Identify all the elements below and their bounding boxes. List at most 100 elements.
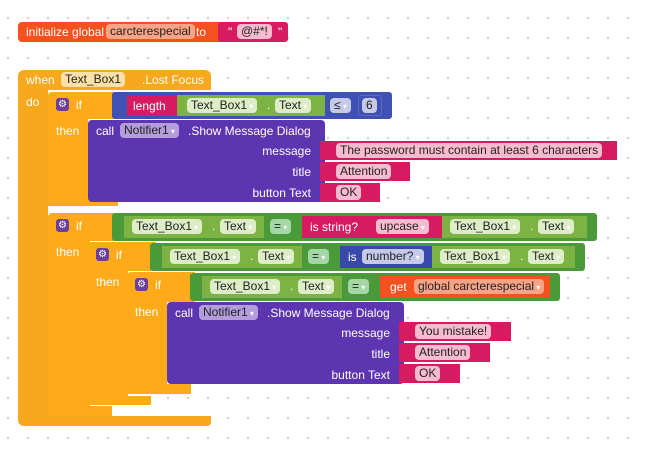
- event-do-bar: do: [18, 90, 48, 425]
- if-3-bottom: [88, 396, 151, 405]
- global-name-field[interactable]: carcterespecial: [106, 24, 195, 39]
- number-type-dropdown[interactable]: number?: [362, 249, 424, 264]
- method-label: .Show Message Dialog: [267, 306, 390, 320]
- call-label: call: [175, 306, 194, 320]
- then-label: then: [56, 245, 80, 259]
- event-block-lost-focus[interactable]: when Text_Box1 .Lost Focus: [18, 70, 211, 90]
- gear-icon[interactable]: ⚙: [96, 248, 109, 261]
- get-variable-block[interactable]: get global carcterespecial: [380, 276, 550, 298]
- button-text-label: button Text: [252, 186, 312, 200]
- equals-block-2[interactable]: Text_Box1 . Text = is string? upcase Tex…: [112, 213, 597, 241]
- title-label: title: [371, 347, 390, 361]
- component-getter[interactable]: Text_Box1 . Text: [202, 276, 342, 298]
- component-dropdown[interactable]: Text_Box1: [61, 72, 126, 87]
- message-value[interactable]: You mistake!: [415, 324, 492, 339]
- component-getter[interactable]: Text_Box1 . Text: [432, 246, 575, 268]
- property-dropdown[interactable]: Text: [528, 249, 565, 264]
- component-getter[interactable]: Text_Box1 . Text: [162, 246, 302, 268]
- if-block-1[interactable]: ⚙ if: [48, 92, 116, 119]
- dot: .: [212, 219, 216, 233]
- title-text-block[interactable]: Attention: [399, 343, 490, 362]
- length-block[interactable]: length Text_Box1 . Text: [127, 95, 325, 116]
- dot: .: [530, 219, 534, 233]
- property-dropdown[interactable]: Text: [538, 219, 575, 234]
- number-block[interactable]: 6: [358, 95, 382, 116]
- is-string-label: is string?: [310, 220, 359, 234]
- if-label: if: [116, 248, 122, 262]
- gear-icon[interactable]: ⚙: [135, 278, 148, 291]
- message-value[interactable]: The password must contain at least 6 cha…: [336, 143, 603, 158]
- operator-dropdown[interactable]: =: [308, 249, 330, 264]
- operator-dropdown[interactable]: ≤: [330, 98, 351, 113]
- component-dropdown[interactable]: Text_Box1: [187, 98, 258, 113]
- number-value[interactable]: 6: [362, 98, 377, 113]
- then-label: then: [56, 124, 80, 138]
- notifier-dropdown[interactable]: Notifier1: [199, 305, 258, 320]
- if-label: if: [155, 278, 161, 292]
- title-value[interactable]: Attention: [415, 345, 471, 360]
- when-label: when: [26, 73, 55, 87]
- property-dropdown[interactable]: Text: [258, 249, 295, 264]
- method-label: .Show Message Dialog: [188, 124, 311, 138]
- operator-dropdown[interactable]: =: [270, 219, 292, 234]
- component-getter[interactable]: Text_Box1 . Text: [124, 216, 264, 238]
- is-number-block[interactable]: is number? Text_Box1 . Text: [340, 246, 575, 268]
- quote: ": [278, 25, 283, 39]
- button-value[interactable]: OK: [336, 185, 362, 200]
- if-block-3[interactable]: ⚙ if: [88, 242, 156, 271]
- message-text-block[interactable]: You mistake!: [399, 322, 511, 341]
- component-dropdown[interactable]: Text_Box1: [440, 249, 511, 264]
- initialize-global-block[interactable]: initialize global carcterespecial to: [18, 22, 223, 42]
- component-dropdown[interactable]: Text_Box1: [132, 219, 203, 234]
- operator-dropdown[interactable]: =: [348, 279, 370, 294]
- button-text-block[interactable]: OK: [320, 183, 380, 202]
- gear-icon[interactable]: ⚙: [56, 219, 69, 232]
- button-text-label: button Text: [331, 368, 391, 382]
- property-dropdown[interactable]: Text: [220, 219, 257, 234]
- variable-dropdown[interactable]: global carcterespecial: [414, 279, 545, 294]
- notifier-dropdown[interactable]: Notifier1: [120, 123, 179, 138]
- property-dropdown[interactable]: Text: [298, 279, 335, 294]
- dot: .: [290, 279, 294, 293]
- if-3-then-bar: then: [88, 271, 128, 405]
- if-2-bottom: [48, 406, 112, 416]
- title-label: title: [292, 165, 311, 179]
- to-label: to: [196, 25, 207, 39]
- component-getter[interactable]: Text_Box1 . Text: [177, 95, 325, 116]
- text-block[interactable]: " @#*! ": [218, 22, 288, 42]
- is-label: is: [348, 250, 357, 264]
- do-label: do: [26, 95, 40, 109]
- show-message-dialog-block-1[interactable]: call Notifier1 .Show Message Dialog mess…: [88, 120, 325, 202]
- button-value[interactable]: OK: [415, 366, 441, 381]
- property-dropdown[interactable]: Text: [275, 98, 312, 113]
- component-dropdown[interactable]: Text_Box1: [210, 279, 281, 294]
- gear-icon[interactable]: ⚙: [56, 98, 69, 111]
- equals-block-3[interactable]: Text_Box1 . Text = is number? Text_Box1 …: [150, 243, 585, 271]
- title-value[interactable]: Attention: [336, 164, 392, 179]
- if-1-bottom: [48, 198, 118, 206]
- message-text-block[interactable]: The password must contain at least 6 cha…: [320, 141, 617, 160]
- dot: .: [267, 98, 271, 112]
- show-message-dialog-block-2[interactable]: call Notifier1 .Show Message Dialog mess…: [167, 302, 404, 384]
- if-4-then-bar: then: [127, 302, 167, 394]
- button-text-block[interactable]: OK: [399, 364, 460, 383]
- component-dropdown[interactable]: Text_Box1: [450, 219, 521, 234]
- text-value[interactable]: @#*!: [237, 24, 272, 39]
- component-dropdown[interactable]: Text_Box1: [170, 249, 241, 264]
- compare-block[interactable]: length Text_Box1 . Text ≤ 6: [112, 92, 392, 119]
- if-2-then-bar: then: [48, 241, 90, 416]
- quote: ": [228, 25, 233, 39]
- if-4-bottom: [127, 384, 191, 394]
- component-getter[interactable]: Text_Box1 . Text: [442, 216, 587, 238]
- if-block-2[interactable]: ⚙ if: [48, 213, 116, 241]
- title-text-block[interactable]: Attention: [320, 162, 410, 181]
- message-label: message: [341, 326, 390, 340]
- message-label: message: [262, 144, 311, 158]
- dot: .: [520, 249, 524, 263]
- is-string-block[interactable]: is string? upcase Text_Box1 . Text: [302, 216, 587, 238]
- if-label: if: [76, 219, 82, 233]
- if-block-4[interactable]: ⚙ if: [127, 272, 195, 302]
- equals-block-4[interactable]: Text_Box1 . Text = get global carcteresp…: [190, 273, 560, 301]
- upcase-dropdown[interactable]: upcase: [376, 219, 429, 234]
- then-label: then: [135, 305, 159, 319]
